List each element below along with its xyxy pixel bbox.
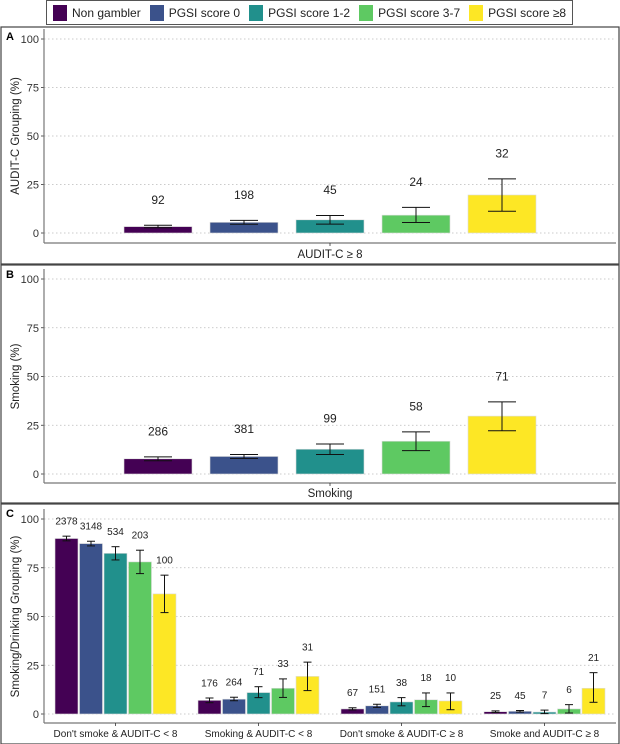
legend-item: PGSI score 0 (149, 4, 241, 21)
panel-letter: B (6, 269, 14, 281)
count-label: 67 (347, 688, 359, 699)
count-label: 203 (132, 531, 149, 542)
y-tick-label: 75 (27, 323, 39, 335)
panel-letter: A (6, 31, 14, 43)
y-tick-label: 25 (27, 660, 39, 672)
count-label: 2378 (55, 516, 78, 527)
bar (103, 553, 128, 715)
panel-letter: C (6, 508, 14, 520)
count-label: 45 (323, 183, 337, 197)
legend-swatch (249, 4, 264, 21)
bar (222, 698, 246, 715)
count-label: 24 (409, 175, 423, 189)
count-label: 33 (277, 659, 289, 670)
y-tick-label: 25 (27, 180, 39, 192)
y-tick-label: 50 (27, 131, 39, 143)
y-tick-label: 100 (21, 34, 39, 46)
legend-label: PGSI score 3-7 (378, 5, 461, 20)
legend-label: PGSI score ≥8 (488, 5, 567, 20)
panel-frame (0, 26, 620, 265)
count-label: 71 (495, 369, 509, 383)
count-label: 32 (495, 147, 509, 161)
count-label: 21 (588, 653, 600, 664)
count-label: 100 (156, 555, 173, 566)
count-label: 10 (445, 673, 457, 684)
bar (209, 456, 279, 475)
count-label: 58 (409, 399, 423, 413)
legend-swatch (53, 4, 67, 21)
legend-swatch (469, 4, 484, 21)
count-label: 18 (420, 673, 432, 684)
count-label: 38 (396, 678, 408, 689)
y-tick-label: 0 (33, 709, 39, 721)
count-label: 151 (369, 685, 386, 696)
count-label: 7 (542, 690, 548, 701)
panel-frame (0, 264, 620, 504)
y-tick-label: 0 (33, 228, 39, 240)
count-label: 45 (514, 691, 526, 702)
bar (54, 538, 79, 715)
y-axis-label: Smoking (%) (10, 343, 22, 409)
x-category-label: Smoking (308, 488, 353, 500)
y-tick-label: 75 (27, 563, 39, 575)
count-label: 3148 (80, 522, 103, 533)
count-label: 92 (151, 193, 165, 207)
legend-swatch (149, 4, 164, 21)
y-axis-label: Smoking/Drinking Grouping (%) (10, 535, 22, 697)
legend-label: PGSI score 1-2 (268, 5, 351, 20)
legend-item: Non gambler (53, 4, 141, 21)
panel-frame (0, 503, 620, 744)
legend: Non gambler PGSI score 0 PGSI score 1-2 PGS… (46, 0, 574, 25)
count-label: 99 (323, 412, 337, 426)
legend-label: PGSI score 0 (168, 5, 241, 20)
panel-b: B 0 25 50 75 100 Smoking (%) Smoking 286 381 99 58 7… (0, 264, 620, 504)
legend-item: PGSI score 3-7 (359, 4, 461, 21)
count-label: 176 (201, 678, 218, 689)
y-axis-label: AUDIT-C Grouping (%) (10, 77, 22, 195)
y-tick-label: 100 (21, 274, 39, 286)
count-label: 286 (148, 424, 168, 438)
x-category-label: Don't smoke & AUDIT-C ≥ 8 (340, 729, 464, 740)
bar (128, 561, 152, 715)
legend-swatch (359, 4, 374, 21)
legend-item: PGSI score ≥8 (469, 4, 567, 21)
y-tick-label: 25 (27, 420, 39, 432)
x-category-label: AUDIT-C ≥ 8 (297, 249, 362, 261)
legend-item: PGSI score 1-2 (249, 4, 351, 21)
legend-label: Non gambler (72, 5, 141, 20)
count-label: 71 (253, 667, 265, 678)
y-tick-label: 50 (27, 372, 39, 384)
bar (79, 543, 103, 715)
y-tick-label: 0 (33, 469, 39, 481)
count-label: 31 (302, 642, 314, 653)
count-label: 264 (226, 678, 243, 689)
x-category-label: Smoke and AUDIT-C ≥ 8 (490, 729, 600, 740)
x-category-label: Smoking & AUDIT-C < 8 (205, 729, 313, 740)
count-label: 6 (566, 685, 572, 696)
x-category-label: Don't smoke & AUDIT-C < 8 (54, 729, 178, 740)
panel-a: A 0 25 50 75 100 AUDIT-C Grouping (%) AUDIT-C ≥… (0, 26, 620, 265)
y-tick-label: 75 (27, 83, 39, 95)
count-label: 381 (234, 422, 254, 436)
y-tick-label: 50 (27, 612, 39, 624)
count-label: 534 (107, 527, 124, 538)
count-label: 198 (234, 188, 254, 202)
count-label: 25 (490, 691, 502, 702)
y-tick-label: 100 (21, 514, 39, 526)
panel-c: C 0 25 50 75 100 Smoking/Drinking Grouping (%)… (0, 503, 620, 744)
